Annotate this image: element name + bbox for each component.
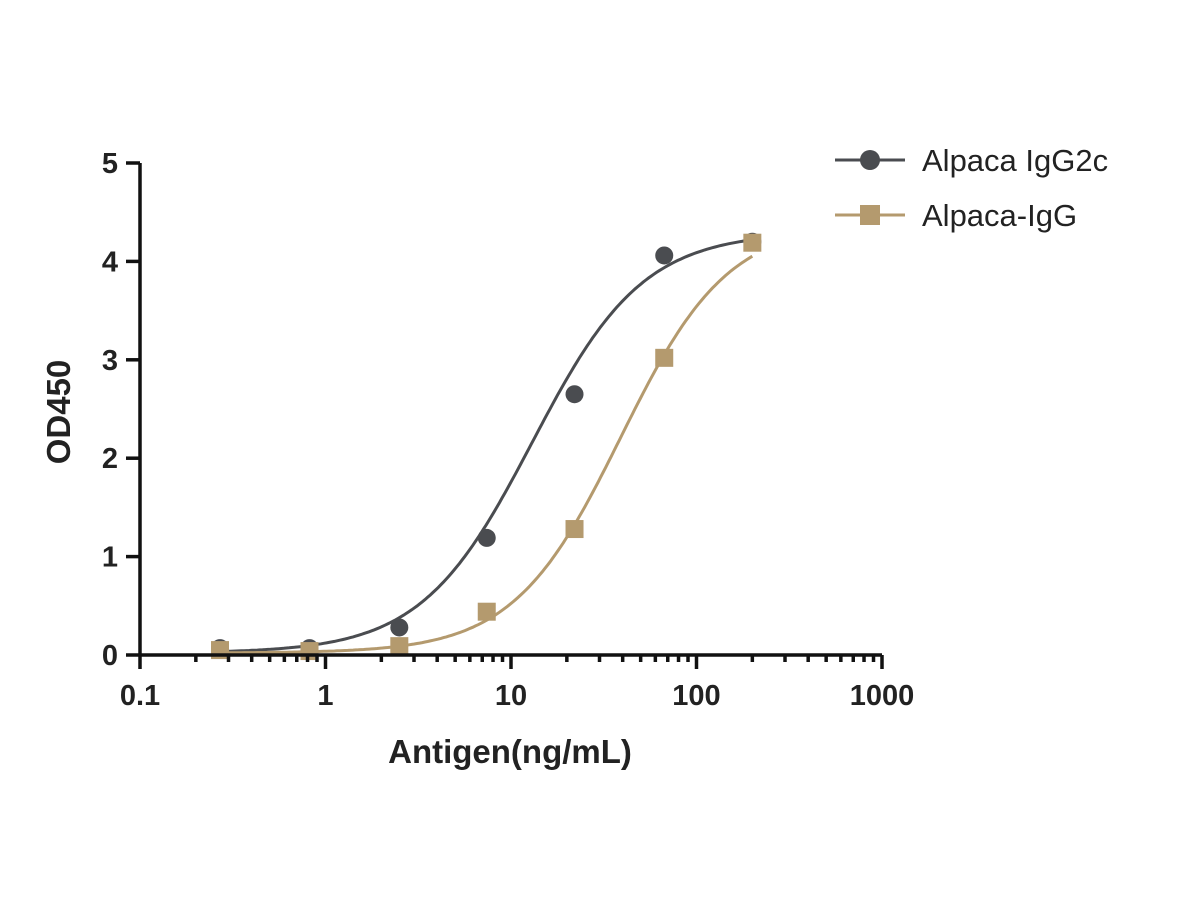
y-tick-label: 3	[102, 345, 118, 377]
data-point-square	[565, 520, 584, 539]
y-axis-ticks: 0 1 2 3 4 5	[102, 148, 140, 672]
fit-curve	[219, 238, 753, 653]
fit-curve	[220, 254, 754, 655]
y-axis-title: OD450	[40, 360, 77, 465]
legend-label: Alpaca-IgG	[922, 198, 1077, 233]
x-tick-label: 1	[317, 680, 333, 712]
data-markers	[211, 232, 762, 661]
data-point-square	[655, 348, 674, 367]
data-point-circle	[477, 528, 496, 547]
data-point-circle	[655, 246, 674, 265]
legend: Alpaca IgG2c Alpaca-IgG	[835, 143, 1108, 233]
y-tick-label: 0	[102, 640, 118, 672]
legend-marker-square	[860, 205, 880, 225]
x-tick-label: 100	[672, 680, 720, 712]
data-point-square	[743, 233, 762, 252]
data-point-square	[477, 602, 496, 621]
fit-curves	[219, 238, 754, 655]
y-tick-label: 5	[102, 148, 118, 180]
y-tick-label: 2	[102, 443, 118, 475]
y-tick-label: 4	[102, 246, 118, 278]
x-tick-label: 0.1	[120, 680, 160, 712]
x-axis-title: Antigen(ng/mL)	[388, 733, 632, 770]
legend-label: Alpaca IgG2c	[922, 143, 1108, 178]
x-axis-ticks: 0.1 1 10 100 1000	[120, 655, 914, 712]
legend-marker-circle	[860, 150, 880, 170]
data-point-circle	[390, 618, 409, 637]
data-point-circle	[565, 385, 584, 404]
x-tick-label: 10	[495, 680, 527, 712]
x-tick-label: 1000	[850, 680, 915, 712]
data-point-square	[390, 637, 409, 656]
y-tick-label: 1	[102, 542, 118, 574]
